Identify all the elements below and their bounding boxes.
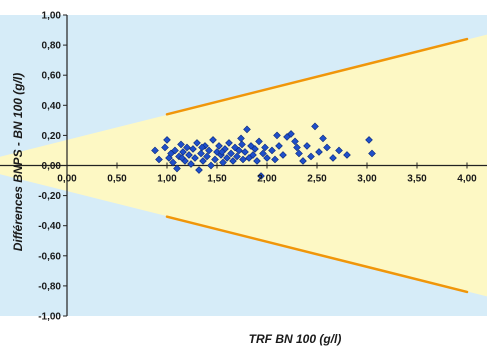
- y-tick-labels: 1,00 0,80 0,60 0,40 0,20 0,00 -0,20 -0,40 -0,60 -…: [38, 11, 61, 323]
- data-point: [268, 146, 276, 155]
- data-point: [241, 148, 249, 156]
- data-point: [223, 154, 231, 162]
- data-point: [211, 155, 219, 164]
- y-tick-label: 0,60: [42, 71, 62, 82]
- data-point: [287, 130, 295, 138]
- data-point: [293, 143, 301, 152]
- data-point: [238, 140, 246, 149]
- data-point: [239, 155, 247, 164]
- data-point: [233, 152, 241, 161]
- data-point: [335, 146, 343, 155]
- data-point: [215, 142, 223, 150]
- data-point: [259, 149, 267, 158]
- data-point: [299, 157, 307, 165]
- x-tick-labels: 0,00 0,50 1,00 1,50 2,00 2,50 3,00 3,50 4,00: [57, 174, 477, 185]
- limit-lines: [165, 37, 469, 294]
- data-point: [247, 142, 255, 150]
- data-point: [169, 158, 177, 167]
- data-point: [229, 157, 237, 165]
- data-point: [271, 155, 279, 164]
- y-tick-label: 0,20: [42, 131, 62, 142]
- data-point: [195, 166, 203, 174]
- data-point: [368, 149, 376, 158]
- data-point: [279, 151, 287, 159]
- data-point: [205, 146, 213, 155]
- data-point: [273, 131, 281, 140]
- y-tick-label: -0,80: [38, 281, 61, 292]
- x-tick-label: 2,00: [257, 174, 277, 185]
- x-tick-label: 2,50: [307, 174, 327, 185]
- data-point: [253, 157, 261, 165]
- data-point: [218, 148, 226, 156]
- data-point: [185, 151, 193, 159]
- data-point: [171, 146, 179, 155]
- data-point: [315, 148, 323, 156]
- data-point: [257, 172, 265, 180]
- x-axis-title: TRF BN 100 (g/l): [249, 332, 342, 346]
- data-points: [151, 122, 376, 180]
- data-point: [177, 140, 185, 149]
- data-point: [203, 152, 211, 161]
- y-axis-ticks: [63, 14, 67, 317]
- data-point: [295, 149, 303, 158]
- y-tick-label: -0,60: [38, 251, 61, 262]
- y-tick-label: -0,40: [38, 221, 61, 232]
- data-point: [163, 136, 171, 144]
- data-point: [151, 146, 159, 155]
- y-tick-label: 0,00: [42, 161, 62, 172]
- data-point: [155, 155, 163, 164]
- data-point: [198, 143, 206, 152]
- data-point: [303, 142, 311, 150]
- data-point: [251, 145, 259, 153]
- data-point: [191, 154, 199, 162]
- data-point: [161, 143, 169, 152]
- x-tick-label: 3,00: [357, 174, 377, 185]
- data-point: [173, 164, 181, 173]
- data-point: [199, 157, 207, 165]
- data-point: [225, 139, 233, 147]
- y-tick-label: 0,80: [42, 41, 62, 52]
- upper-limit-line: [165, 37, 469, 116]
- data-point: [187, 160, 195, 168]
- x-tick-label: 0,50: [107, 174, 127, 185]
- x-tick-label: 1,00: [157, 174, 177, 185]
- x-tick-label: 3,50: [407, 174, 427, 185]
- data-point: [219, 158, 227, 167]
- data-point: [207, 161, 215, 170]
- data-point: [323, 143, 331, 152]
- data-point: [193, 139, 201, 147]
- data-point: [227, 149, 235, 158]
- data-point: [275, 142, 283, 150]
- x-tick-label: 4,00: [457, 174, 477, 185]
- data-point: [178, 154, 186, 162]
- data-point: [243, 125, 251, 134]
- y-axis-title: Différences BNPS - BN 100 (g/l): [11, 73, 25, 252]
- x-axis-ticks: [66, 162, 468, 169]
- data-point: [343, 151, 351, 159]
- y-tick-label: 1,00: [42, 11, 62, 22]
- data-point: [183, 143, 191, 152]
- data-point: [329, 154, 337, 162]
- data-point: [249, 151, 257, 159]
- y-tick-label: -1,00: [38, 312, 61, 323]
- y-tick-label: -0,20: [38, 191, 61, 202]
- data-point: [209, 136, 217, 144]
- x-tick-label: 0,00: [57, 174, 77, 185]
- data-point: [197, 149, 205, 158]
- data-point: [365, 136, 373, 144]
- x-tick-label: 1,50: [207, 174, 227, 185]
- data-point: [263, 154, 271, 162]
- y-tick-label: 0,40: [42, 101, 62, 112]
- data-point: [319, 134, 327, 143]
- data-point: [235, 146, 243, 155]
- data-point: [189, 145, 197, 153]
- lower-limit-line: [165, 215, 469, 294]
- data-point: [291, 137, 299, 146]
- data-point: [255, 137, 263, 146]
- data-point: [311, 122, 319, 131]
- data-point: [307, 152, 315, 161]
- data-point: [261, 143, 269, 152]
